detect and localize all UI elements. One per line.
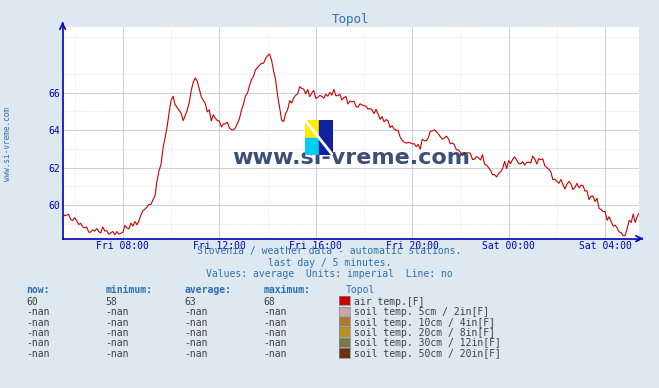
Text: maximum:: maximum: xyxy=(264,285,310,295)
Text: -nan: -nan xyxy=(185,349,208,359)
Text: average:: average: xyxy=(185,285,231,295)
Text: -nan: -nan xyxy=(105,338,129,348)
Text: soil temp. 30cm / 12in[F]: soil temp. 30cm / 12in[F] xyxy=(354,338,501,348)
Text: last day / 5 minutes.: last day / 5 minutes. xyxy=(268,258,391,268)
Text: Values: average  Units: imperial  Line: no: Values: average Units: imperial Line: no xyxy=(206,269,453,279)
Text: -nan: -nan xyxy=(185,317,208,327)
Text: -nan: -nan xyxy=(185,307,208,317)
Title: Topol: Topol xyxy=(332,13,370,26)
Text: Topol: Topol xyxy=(346,285,376,295)
Text: 60: 60 xyxy=(26,296,38,307)
Text: Slovenia / weather data - automatic stations.: Slovenia / weather data - automatic stat… xyxy=(197,246,462,256)
Text: -nan: -nan xyxy=(26,317,50,327)
Text: -nan: -nan xyxy=(26,307,50,317)
Text: -nan: -nan xyxy=(185,338,208,348)
Text: now:: now: xyxy=(26,285,50,295)
Text: -nan: -nan xyxy=(264,317,287,327)
Text: soil temp. 5cm / 2in[F]: soil temp. 5cm / 2in[F] xyxy=(354,307,489,317)
Text: -nan: -nan xyxy=(105,328,129,338)
Polygon shape xyxy=(305,120,319,138)
Text: www.si-vreme.com: www.si-vreme.com xyxy=(3,107,13,180)
Text: 68: 68 xyxy=(264,296,275,307)
Text: -nan: -nan xyxy=(185,328,208,338)
Text: -nan: -nan xyxy=(264,338,287,348)
Polygon shape xyxy=(305,138,319,155)
Text: soil temp. 20cm / 8in[F]: soil temp. 20cm / 8in[F] xyxy=(354,328,495,338)
Text: soil temp. 50cm / 20in[F]: soil temp. 50cm / 20in[F] xyxy=(354,349,501,359)
Text: -nan: -nan xyxy=(105,317,129,327)
Text: air temp.[F]: air temp.[F] xyxy=(354,296,424,307)
Text: www.si-vreme.com: www.si-vreme.com xyxy=(232,148,470,168)
Text: minimum:: minimum: xyxy=(105,285,152,295)
Text: -nan: -nan xyxy=(26,349,50,359)
Text: soil temp. 10cm / 4in[F]: soil temp. 10cm / 4in[F] xyxy=(354,317,495,327)
Text: -nan: -nan xyxy=(264,307,287,317)
Text: -nan: -nan xyxy=(264,349,287,359)
Text: -nan: -nan xyxy=(264,328,287,338)
Polygon shape xyxy=(319,120,333,155)
Text: 63: 63 xyxy=(185,296,196,307)
Text: -nan: -nan xyxy=(26,338,50,348)
Text: 58: 58 xyxy=(105,296,117,307)
Text: -nan: -nan xyxy=(26,328,50,338)
Text: -nan: -nan xyxy=(105,349,129,359)
Text: -nan: -nan xyxy=(105,307,129,317)
